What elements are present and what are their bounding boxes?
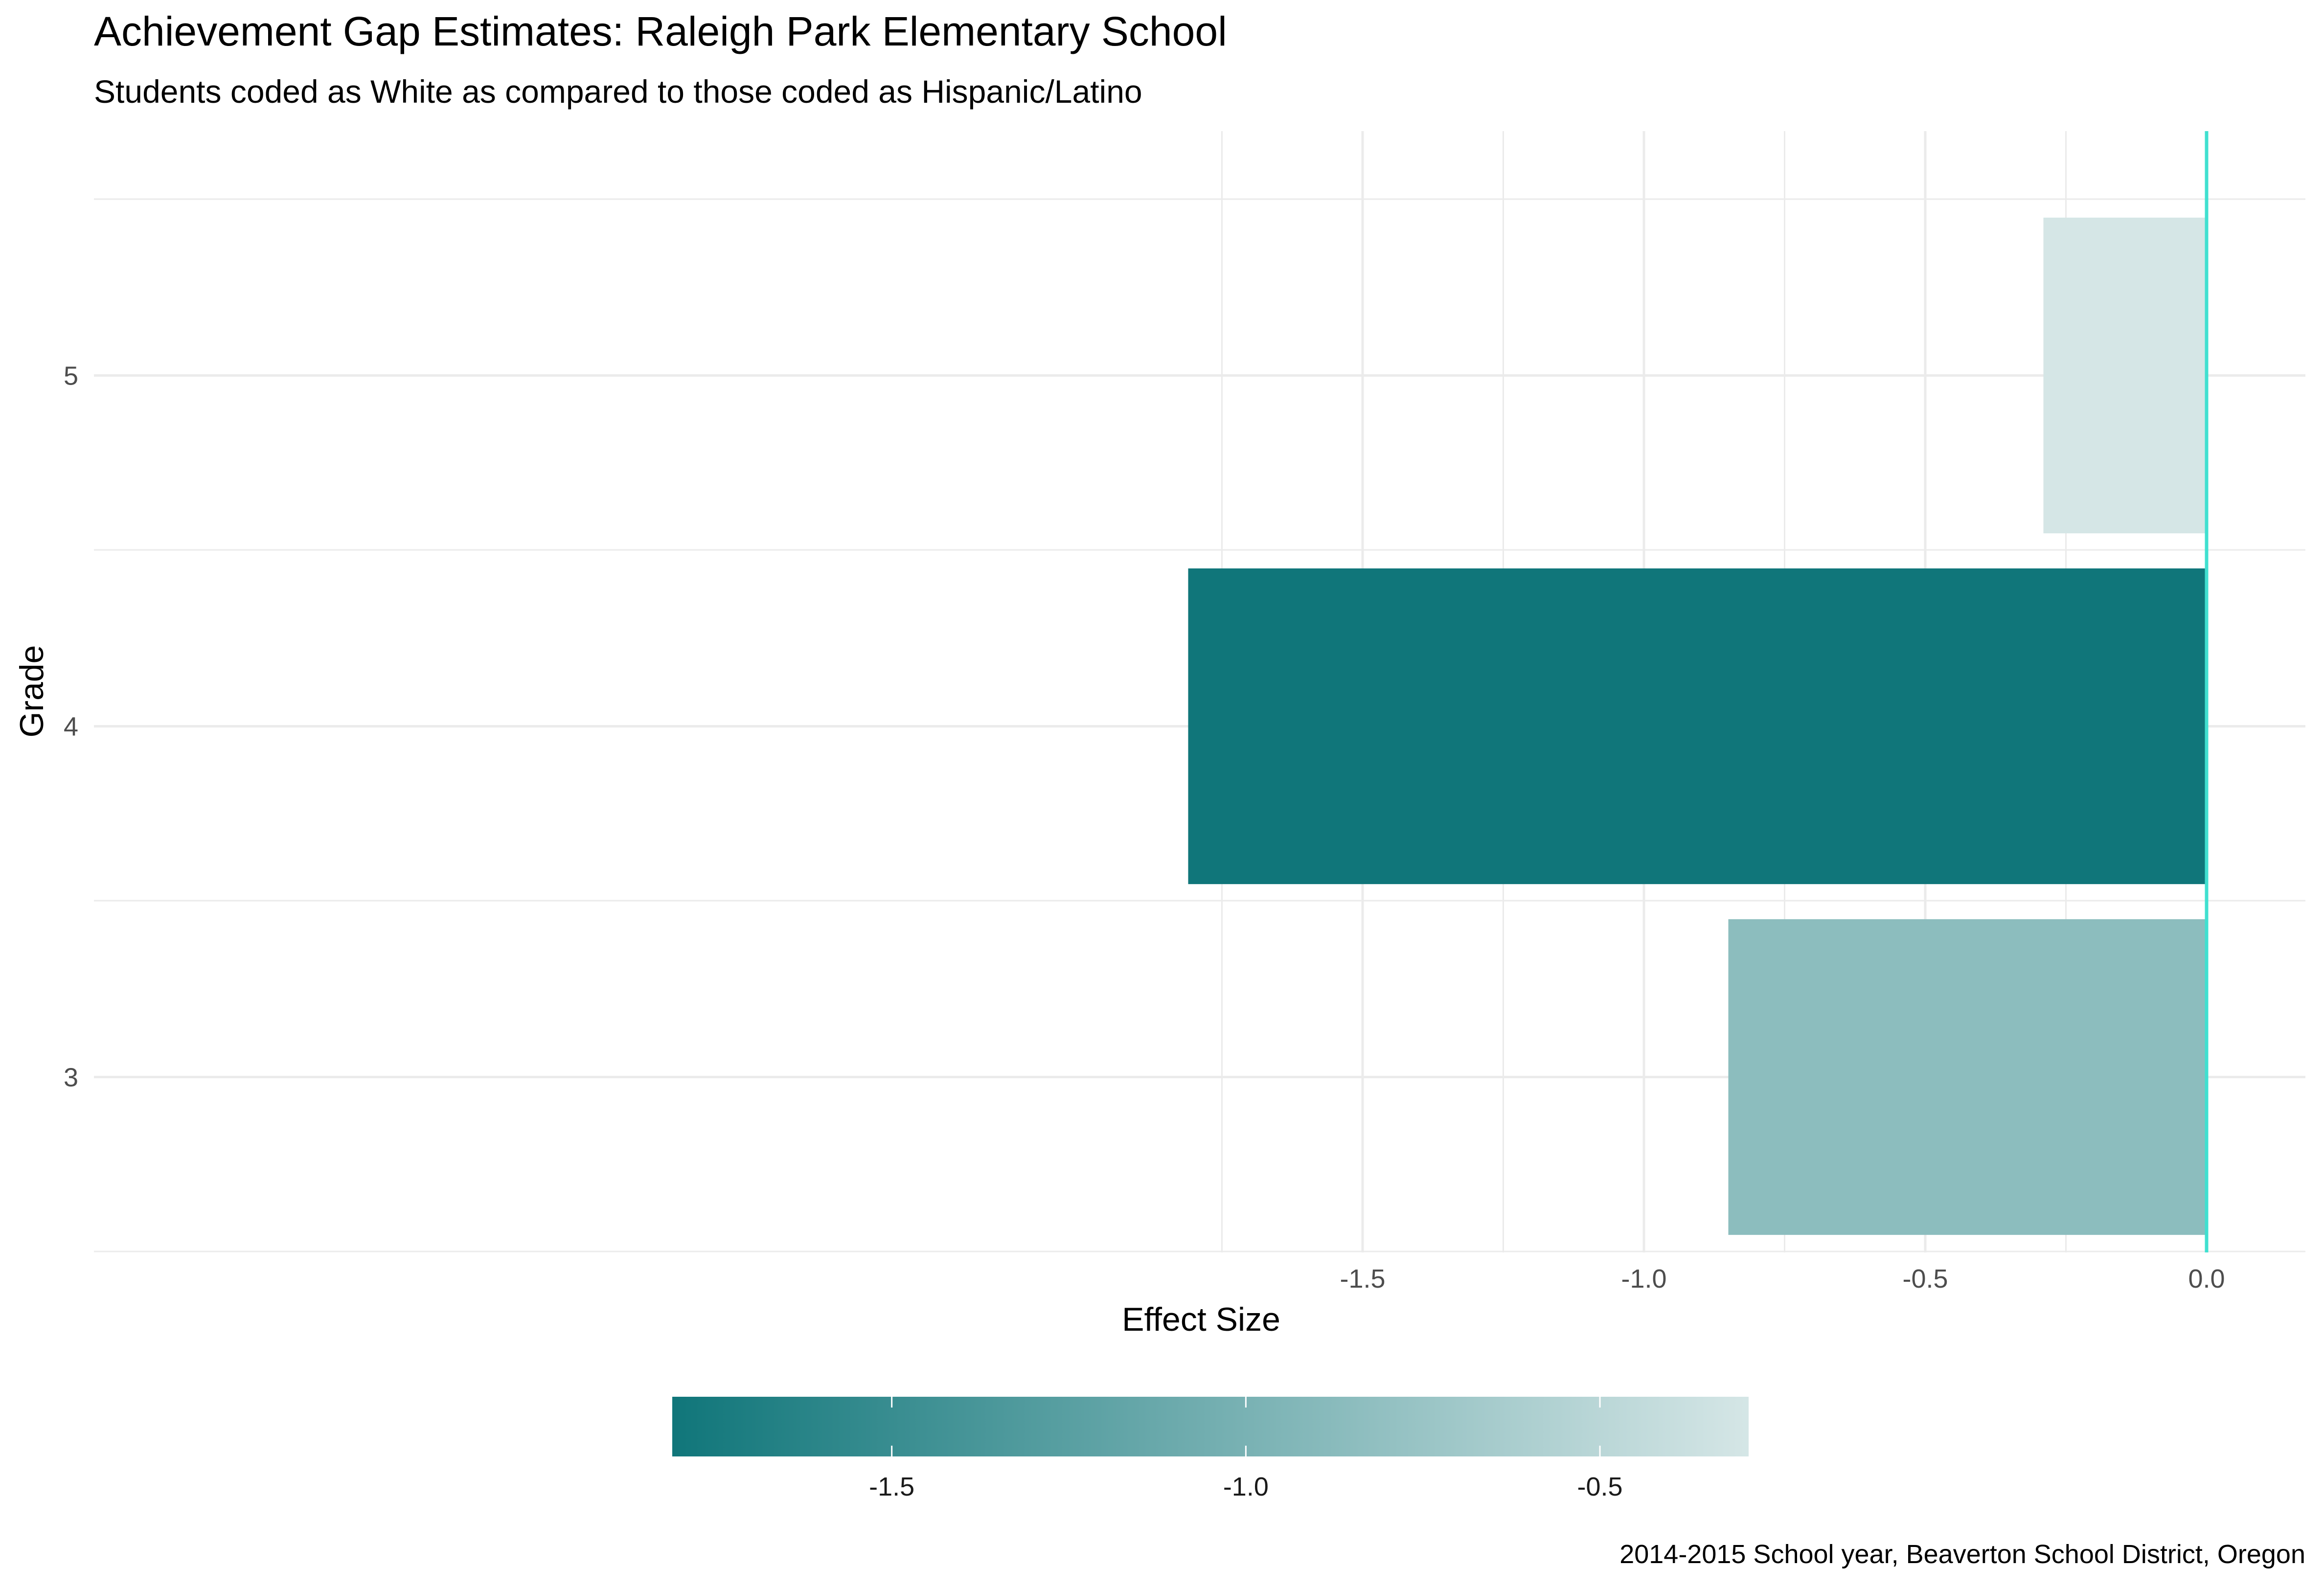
- colorbar-legend: -1.5 -1.0 -0.5: [672, 1397, 1749, 1501]
- colorbar-tick-label: -1.0: [1223, 1472, 1269, 1501]
- chart-caption: 2014-2015 School year, Beaverton School …: [1619, 1540, 2305, 1569]
- chart-title: Achievement Gap Estimates: Raleigh Park …: [94, 8, 1227, 54]
- bar-grade-4: [1188, 568, 2207, 885]
- x-axis-title: Effect Size: [1122, 1301, 1280, 1338]
- bars: [1188, 217, 2207, 1235]
- y-tick-label: 3: [64, 1063, 78, 1092]
- colorbar-ticks: -1.5 -1.0 -0.5: [869, 1397, 1623, 1501]
- x-axis-ticks: -1.5 -1.0 -0.5 0.0: [1340, 1264, 2225, 1294]
- x-tick-label: -1.0: [1621, 1264, 1666, 1294]
- chart-subtitle: Students coded as White as compared to t…: [94, 73, 1142, 110]
- y-tick-label: 5: [64, 362, 78, 391]
- x-tick-label: -1.5: [1340, 1264, 1385, 1294]
- bar-grade-5: [2043, 217, 2207, 534]
- x-tick-label: 0.0: [2188, 1264, 2225, 1294]
- colorbar-tick-label: -1.5: [869, 1472, 914, 1501]
- y-axis-title: Grade: [13, 645, 50, 738]
- y-tick-label: 4: [64, 712, 78, 742]
- colorbar-gradient: [672, 1397, 1749, 1456]
- y-axis-ticks: 3 4 5: [64, 362, 78, 1092]
- x-tick-label: -0.5: [1902, 1264, 1948, 1294]
- colorbar-tick-label: -0.5: [1577, 1472, 1623, 1501]
- bar-grade-3: [1728, 919, 2207, 1235]
